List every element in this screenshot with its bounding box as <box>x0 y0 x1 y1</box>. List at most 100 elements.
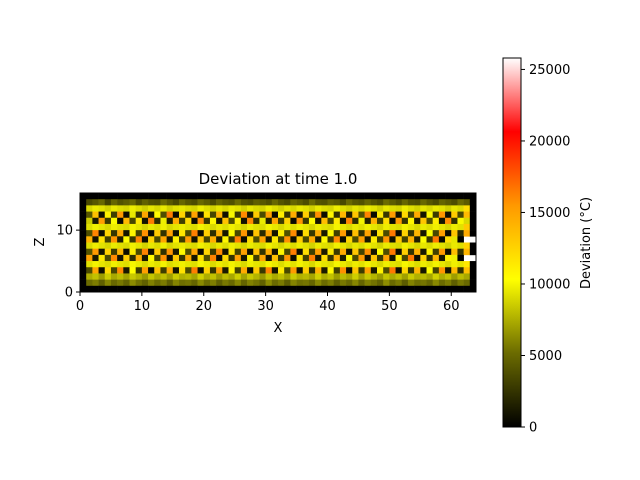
heatmap-cell <box>327 217 334 225</box>
heatmap-cell <box>445 279 452 287</box>
heatmap-cell <box>154 267 161 274</box>
heatmap-cell <box>364 273 372 280</box>
heatmap-cell <box>154 285 161 293</box>
heatmap-cell <box>414 193 421 200</box>
heatmap-cell <box>401 223 409 231</box>
heatmap-cell <box>389 273 396 280</box>
heatmap-cell <box>346 236 353 243</box>
heatmap-cell <box>80 242 87 249</box>
heatmap-cell <box>209 267 217 274</box>
heatmap-cell <box>290 242 297 249</box>
heatmap-cell <box>364 236 372 243</box>
heatmap-cell <box>179 193 186 200</box>
heatmap-cell <box>222 217 229 225</box>
heatmap-cell <box>457 273 464 280</box>
heatmap-cell <box>110 211 118 219</box>
heatmap-cell <box>339 242 347 249</box>
heatmap-cell <box>346 211 353 219</box>
heatmap-cell <box>166 223 174 231</box>
heatmap-cell <box>110 254 118 262</box>
heatmap-cell <box>104 211 112 219</box>
heatmap-cell <box>451 230 458 237</box>
heatmap-cell <box>358 279 365 287</box>
heatmap-cell <box>179 230 186 237</box>
heatmap-cell <box>80 261 87 268</box>
heatmap-cell <box>185 279 192 287</box>
heatmap-cell <box>179 285 186 293</box>
heatmap-cell <box>253 267 260 274</box>
heatmap-cell <box>98 211 106 219</box>
heatmap-cell <box>377 242 384 249</box>
heatmap-cell <box>271 261 279 268</box>
heatmap-cell <box>148 279 155 287</box>
heatmap-cell <box>154 261 161 268</box>
heatmap-cell <box>228 261 235 268</box>
heatmap-cell <box>117 217 124 225</box>
x-tick-label: 30 <box>257 299 274 314</box>
heatmap-cell <box>203 242 211 249</box>
heatmap-cell <box>296 211 304 219</box>
heatmap-cell <box>321 230 328 237</box>
heatmap-cell <box>179 211 186 219</box>
heatmap-cell <box>370 217 378 225</box>
heatmap-cell <box>383 273 390 280</box>
heatmap-cell <box>451 205 458 212</box>
heatmap-cell <box>445 211 452 219</box>
heatmap-cell <box>426 217 433 225</box>
heatmap-cell <box>141 285 149 293</box>
heatmap-cell <box>216 254 223 262</box>
heatmap-cell <box>228 211 235 219</box>
heatmap-cell <box>222 242 229 249</box>
heatmap-cell <box>185 211 192 219</box>
heatmap-cell <box>104 223 112 231</box>
heatmap-cell <box>407 254 415 262</box>
heatmap-cell <box>240 254 248 262</box>
heatmap-cell <box>228 205 235 212</box>
heatmap-cell <box>166 279 174 287</box>
heatmap-cell <box>284 285 291 293</box>
heatmap-cell <box>92 199 99 206</box>
heatmap-cell <box>401 230 409 237</box>
heatmap-cell <box>228 279 235 287</box>
colorbar-tick-label: 10000 <box>529 277 570 292</box>
heatmap-cell <box>315 199 322 206</box>
heatmap-cell <box>179 223 186 231</box>
heatmap-cell <box>197 236 205 243</box>
heatmap-cell <box>451 267 458 274</box>
heatmap-cell <box>209 285 217 293</box>
heatmap-cell <box>191 211 198 219</box>
heatmap-cell <box>209 254 217 262</box>
heatmap-cell <box>339 248 347 256</box>
heatmap-cell <box>383 242 390 249</box>
heatmap-cell <box>426 254 433 262</box>
heatmap-cell <box>216 242 223 249</box>
heatmap-cell <box>129 205 136 212</box>
heatmap-cell <box>296 217 304 225</box>
heatmap-cell <box>154 205 161 212</box>
heatmap-cell <box>364 279 372 287</box>
colorbar-tick-label: 5000 <box>529 349 562 364</box>
heatmap-cell <box>352 242 359 249</box>
heatmap-cell <box>240 205 248 212</box>
heatmap-cell <box>302 211 310 219</box>
heatmap-cell <box>135 279 143 287</box>
heatmap-cell <box>327 254 334 262</box>
heatmap-cell <box>358 217 365 225</box>
heatmap-cell <box>284 211 291 219</box>
heatmap-cell <box>407 242 415 249</box>
heatmap-cell <box>141 205 149 212</box>
heatmap-cell <box>469 217 477 225</box>
heatmap-cell <box>414 254 421 262</box>
heatmap-cell <box>135 236 143 243</box>
heatmap-cell <box>154 236 161 243</box>
heatmap-cell <box>240 211 248 219</box>
heatmap-cell <box>426 273 433 280</box>
heatmap-cell <box>154 193 161 200</box>
colorbar <box>502 57 522 428</box>
heatmap-cell <box>401 193 409 200</box>
heatmap-cell <box>247 267 254 274</box>
heatmap-cell <box>284 199 291 206</box>
heatmap-cell <box>141 217 149 225</box>
heatmap-cell <box>247 193 254 200</box>
heatmap-cell <box>160 223 167 231</box>
